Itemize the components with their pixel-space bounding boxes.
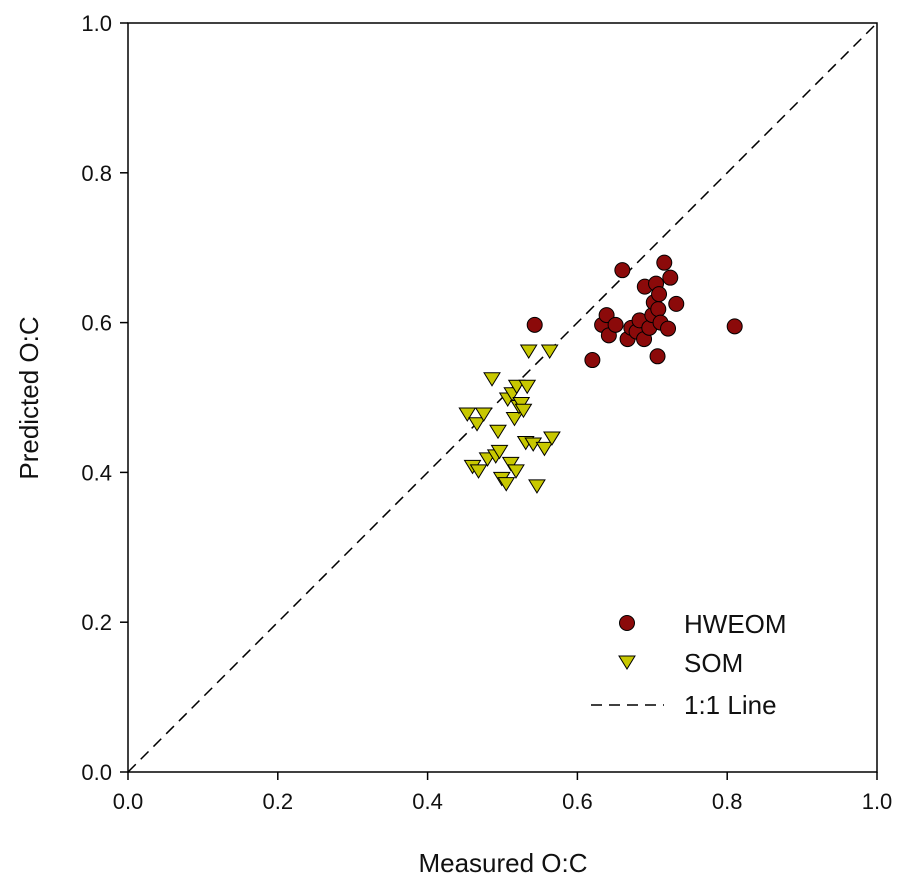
point-hweom	[607, 316, 624, 333]
y-tick-label: 0.2	[81, 610, 112, 635]
axes: 0.0 0.2 0.4 0.6 0.8 1.0 0.0 0.2 0.4 0.6 0.8 1.0	[81, 11, 892, 814]
x-tick-label: 0.2	[263, 789, 294, 814]
point-som	[497, 477, 516, 492]
point-hweom	[660, 320, 677, 337]
legend-label-som: SOM	[684, 648, 743, 678]
y-tick-label: 0.8	[81, 161, 112, 186]
point-som	[501, 456, 520, 472]
point-som	[514, 403, 533, 419]
point-hweom	[526, 316, 543, 333]
point-hweom	[668, 295, 685, 312]
legend-marker-som	[618, 655, 636, 670]
point-som	[528, 479, 546, 494]
point-som	[518, 379, 537, 395]
point-hweom	[662, 269, 679, 286]
x-tick-label: 0.4	[412, 789, 443, 814]
points-layer	[458, 254, 743, 494]
point-som	[489, 424, 507, 440]
x-tick-label: 0.8	[712, 789, 743, 814]
point-hweom	[649, 348, 666, 365]
x-tick-label: 0.6	[562, 789, 593, 814]
point-som	[468, 417, 486, 432]
point-som	[505, 411, 524, 427]
y-tick-label: 1.0	[81, 11, 112, 36]
legend-marker-hweom	[619, 615, 635, 631]
legend-label-1to1-line: 1:1 Line	[684, 690, 777, 720]
series-som	[458, 344, 561, 494]
point-hweom	[614, 262, 631, 279]
point-som	[483, 372, 501, 387]
point-hweom	[656, 254, 673, 271]
x-tick-label: 1.0	[862, 789, 893, 814]
x-axis-title: Measured O:C	[418, 848, 587, 878]
legend: HWEOM SOM 1:1 Line	[591, 609, 787, 720]
point-som	[535, 441, 554, 457]
y-tick-label: 0.4	[81, 460, 112, 485]
point-hweom	[726, 318, 743, 335]
point-som	[540, 344, 559, 360]
point-som	[474, 407, 493, 422]
series-hweom	[526, 254, 743, 369]
point-som	[490, 444, 509, 460]
point-som	[543, 431, 561, 446]
point-hweom	[651, 286, 668, 303]
point-som	[519, 344, 538, 360]
y-tick-label: 0.6	[81, 311, 112, 336]
y-tick-label: 0.0	[81, 760, 112, 785]
point-som	[469, 464, 488, 479]
point-hweom	[650, 301, 667, 318]
point-som	[458, 407, 477, 422]
y-axis-title: Predicted O:C	[14, 316, 44, 479]
legend-label-hweom: HWEOM	[684, 609, 787, 639]
x-tick-label: 0.0	[113, 789, 144, 814]
plot-frame	[127, 22, 878, 773]
point-som	[507, 464, 525, 479]
point-hweom	[584, 352, 601, 369]
